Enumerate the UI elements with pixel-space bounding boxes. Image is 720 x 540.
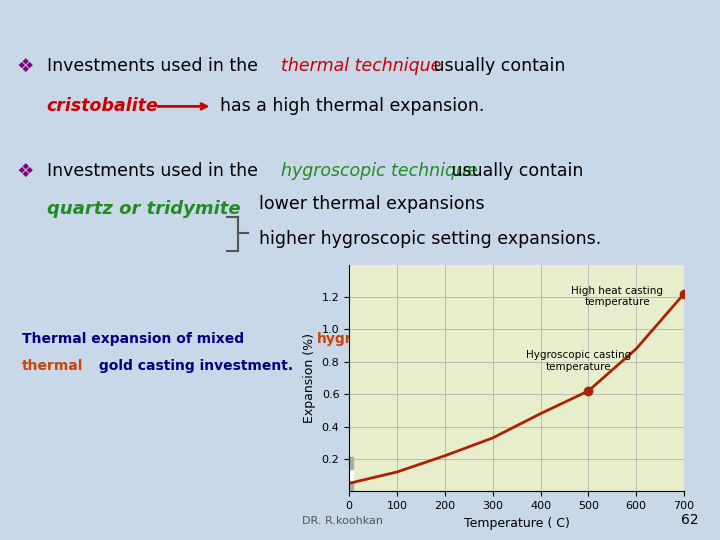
Bar [333, 469, 336, 480]
Bar [339, 480, 343, 491]
Bar [346, 480, 349, 491]
Text: ❖: ❖ [17, 162, 34, 181]
Text: higher hygroscopic setting expansions.: higher hygroscopic setting expansions. [259, 230, 601, 247]
Bar [336, 457, 339, 469]
Text: hygroscopic technique: hygroscopic technique [281, 162, 477, 180]
Bar [349, 469, 353, 480]
Bar [346, 457, 349, 469]
Text: hygroscopic-: hygroscopic- [317, 332, 417, 346]
Y-axis label: Expansion (%): Expansion (%) [303, 333, 316, 423]
Text: usually contain: usually contain [446, 162, 584, 180]
Text: gold casting investment.: gold casting investment. [94, 359, 293, 373]
Bar [333, 480, 336, 491]
Text: thermal technique: thermal technique [281, 57, 441, 75]
Text: quartz or tridymite: quartz or tridymite [47, 200, 240, 218]
Bar [346, 469, 349, 480]
Bar [349, 480, 353, 491]
Text: High heat casting
temperature: High heat casting temperature [571, 286, 663, 307]
Text: Investments used in the: Investments used in the [47, 57, 264, 75]
Bar [333, 457, 336, 469]
Text: cristobalite: cristobalite [47, 97, 158, 115]
X-axis label: Temperature ( C): Temperature ( C) [464, 517, 570, 530]
Bar [349, 457, 353, 469]
Bar [336, 480, 339, 491]
Text: Hygroscopic casting
temperature: Hygroscopic casting temperature [526, 350, 631, 372]
Bar [339, 469, 343, 480]
Text: Thermal expansion of mixed: Thermal expansion of mixed [22, 332, 248, 346]
Text: DR. R.koohkan: DR. R.koohkan [302, 516, 383, 526]
Text: has a high thermal expansion.: has a high thermal expansion. [220, 97, 484, 115]
Bar [339, 457, 343, 469]
Bar [343, 457, 346, 469]
Text: ❖: ❖ [17, 57, 34, 76]
Text: lower thermal expansions: lower thermal expansions [259, 195, 485, 213]
Text: Investments used in the: Investments used in the [47, 162, 264, 180]
Bar [343, 480, 346, 491]
Text: thermal: thermal [22, 359, 83, 373]
Bar [343, 469, 346, 480]
Text: usually contain: usually contain [428, 57, 566, 75]
Text: 62: 62 [681, 512, 698, 526]
Bar [336, 469, 339, 480]
